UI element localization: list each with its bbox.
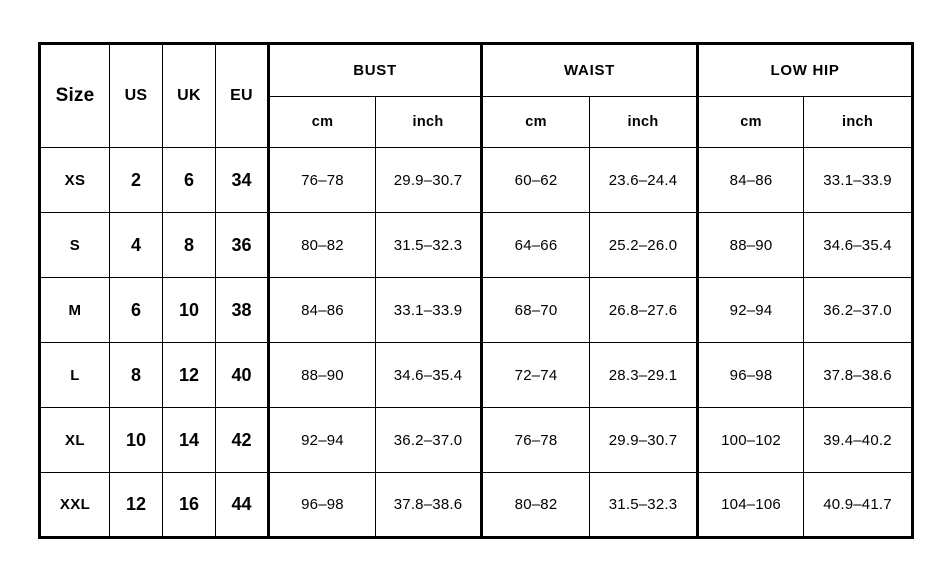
cell-us: 6 [109, 277, 163, 343]
cell-us: 2 [109, 147, 163, 213]
cell-bust-inch: 37.8–38.6 [374, 472, 483, 538]
table-row: L 8 12 40 88–90 34.6–35.4 72–74 28.3–29.1 96–98 3… [39, 342, 914, 408]
cell-hip-inch: 34.6–35.4 [803, 212, 914, 278]
cell-waist-inch: 29.9–30.7 [589, 407, 699, 473]
table-body: XS 2 6 34 76–78 29.9–30.7 60–62 23.6–24.4 84–86 3… [39, 147, 914, 538]
table-row: M 6 10 38 84–86 33.1–33.9 68–70 26.8–27.6 92–94 3… [39, 277, 914, 343]
cell-bust-inch: 29.9–30.7 [374, 147, 483, 213]
cell-waist-inch: 25.2–26.0 [589, 212, 699, 278]
cell-bust-inch: 31.5–32.3 [374, 212, 483, 278]
header-uk: UK [162, 43, 216, 148]
cell-waist-inch: 31.5–32.3 [589, 472, 699, 538]
cell-uk: 12 [162, 342, 216, 408]
header-waist-cm: cm [480, 96, 591, 148]
cell-waist-cm: 60–62 [480, 147, 591, 213]
cell-hip-inch: 37.8–38.6 [803, 342, 914, 408]
header-bust-cm: cm [267, 96, 376, 148]
cell-uk: 8 [162, 212, 216, 278]
header-row-groups: Size US UK EU BUST WAIST LOW HIP [39, 43, 914, 148]
cell-bust-inch: 33.1–33.9 [374, 277, 483, 343]
header-waist-inch: inch [589, 96, 699, 148]
cell-hip-cm: 84–86 [696, 147, 805, 213]
cell-hip-inch: 40.9–41.7 [803, 472, 914, 538]
cell-bust-cm: 96–98 [267, 472, 376, 538]
cell-hip-cm: 92–94 [696, 277, 805, 343]
cell-bust-cm: 80–82 [267, 212, 376, 278]
cell-hip-inch: 39.4–40.2 [803, 407, 914, 473]
cell-uk: 14 [162, 407, 216, 473]
table-header: Size US UK EU BUST WAIST LOW HIP cm inch… [39, 43, 914, 148]
cell-bust-cm: 84–86 [267, 277, 376, 343]
cell-eu: 36 [215, 212, 269, 278]
cell-bust-inch: 34.6–35.4 [374, 342, 483, 408]
cell-size: XS [39, 147, 110, 213]
cell-bust-cm: 76–78 [267, 147, 376, 213]
cell-hip-cm: 100–102 [696, 407, 805, 473]
cell-eu: 42 [215, 407, 269, 473]
header-hip-cm: cm [696, 96, 805, 148]
cell-uk: 6 [162, 147, 216, 213]
cell-hip-inch: 36.2–37.0 [803, 277, 914, 343]
table-row: S 4 8 36 80–82 31.5–32.3 64–66 25.2–26.0 88–90 34… [39, 212, 914, 278]
size-chart-container: Size US UK EU BUST WAIST LOW HIP cm inch… [38, 42, 915, 539]
cell-size: XXL [39, 472, 110, 538]
header-bust-inch: inch [374, 96, 483, 148]
header-group-waist: WAIST [480, 43, 699, 97]
cell-waist-inch: 26.8–27.6 [589, 277, 699, 343]
cell-waist-cm: 68–70 [480, 277, 591, 343]
table-row: XXL 12 16 44 96–98 37.8–38.6 80–82 31.5–32.3 104… [39, 472, 914, 538]
table-row: XS 2 6 34 76–78 29.9–30.7 60–62 23.6–24.4 84–86 3… [39, 147, 914, 213]
cell-waist-inch: 23.6–24.4 [589, 147, 699, 213]
cell-bust-cm: 88–90 [267, 342, 376, 408]
header-eu: EU [215, 43, 269, 148]
cell-eu: 34 [215, 147, 269, 213]
cell-uk: 10 [162, 277, 216, 343]
cell-us: 10 [109, 407, 163, 473]
cell-waist-cm: 64–66 [480, 212, 591, 278]
cell-hip-cm: 88–90 [696, 212, 805, 278]
cell-hip-inch: 33.1–33.9 [803, 147, 914, 213]
header-group-bust: BUST [266, 43, 483, 97]
cell-hip-cm: 96–98 [696, 342, 805, 408]
cell-waist-cm: 72–74 [480, 342, 591, 408]
size-chart-table: Size US UK EU BUST WAIST LOW HIP cm inch… [38, 42, 915, 539]
header-group-low-hip: LOW HIP [696, 43, 914, 97]
cell-uk: 16 [162, 472, 216, 538]
cell-eu: 38 [215, 277, 269, 343]
cell-waist-inch: 28.3–29.1 [589, 342, 699, 408]
header-hip-inch: inch [803, 96, 914, 148]
cell-us: 8 [109, 342, 163, 408]
cell-waist-cm: 76–78 [480, 407, 591, 473]
cell-eu: 40 [215, 342, 269, 408]
cell-hip-cm: 104–106 [696, 472, 805, 538]
cell-waist-cm: 80–82 [480, 472, 591, 538]
cell-eu: 44 [215, 472, 269, 538]
cell-size: S [39, 212, 110, 278]
cell-size: XL [39, 407, 110, 473]
cell-size: L [39, 342, 110, 408]
cell-us: 12 [109, 472, 163, 538]
cell-bust-inch: 36.2–37.0 [374, 407, 483, 473]
header-size: Size [39, 43, 110, 148]
cell-us: 4 [109, 212, 163, 278]
cell-bust-cm: 92–94 [267, 407, 376, 473]
cell-size: M [39, 277, 110, 343]
header-us: US [109, 43, 163, 148]
header-row-units: cm inch cm inch cm inch [40, 96, 914, 148]
table-row: XL 10 14 42 92–94 36.2–37.0 76–78 29.9–30.7 100–… [39, 407, 914, 473]
